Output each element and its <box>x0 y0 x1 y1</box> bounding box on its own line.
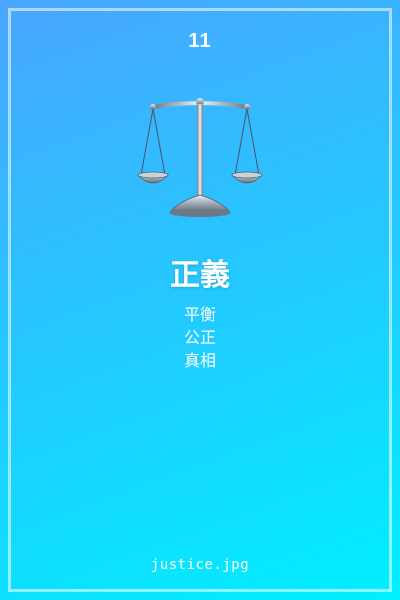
file-name: justice.jpg <box>150 557 250 573</box>
keyword-item: 平衡 <box>183 305 216 324</box>
keyword-item: 公正 <box>183 328 216 347</box>
balance-scale-icon <box>137 98 263 217</box>
card-number: 11 <box>188 30 212 52</box>
keyword-list: 平衡 公正 真相 <box>0 303 400 372</box>
card-title: 正義 <box>170 258 230 293</box>
card-border <box>8 8 392 592</box>
keyword-item: 真相 <box>183 351 216 370</box>
